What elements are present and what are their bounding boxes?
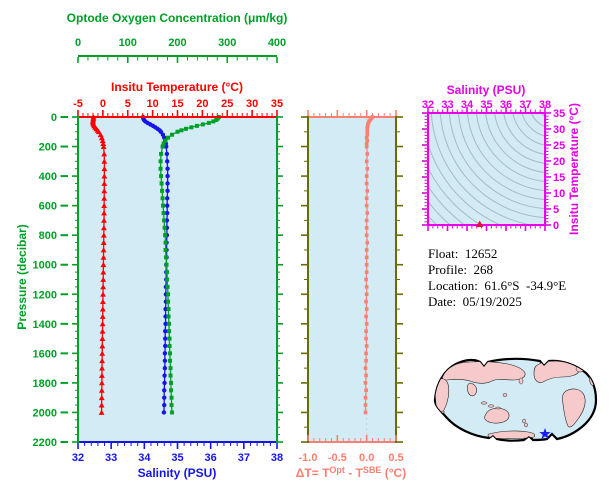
svg-text:37: 37	[238, 452, 250, 464]
salinity-axis-title: Salinity (PSU)	[138, 466, 217, 480]
svg-text:0: 0	[100, 98, 106, 110]
oxygen-profile-line	[159, 116, 220, 413]
svg-text:36: 36	[205, 452, 217, 464]
svg-text:36: 36	[500, 99, 512, 111]
svg-text:800: 800	[39, 230, 57, 242]
svg-text:33: 33	[105, 452, 117, 464]
oxygen-axis-title: Optode Oxygen Concentration (μm/kg)	[67, 11, 288, 25]
oxygen-profile	[158, 115, 221, 415]
pressure-axis-title: Pressure (decibar)	[15, 224, 29, 329]
svg-text:15: 15	[553, 172, 565, 184]
svg-text:10: 10	[553, 188, 565, 200]
delta-t-label-sup-sbe: SBE	[363, 465, 382, 475]
svg-text:2200: 2200	[33, 437, 57, 449]
ts-frame	[427, 112, 546, 226]
svg-text:0: 0	[75, 37, 81, 49]
delta-t-profile	[363, 115, 375, 415]
svg-text:0: 0	[553, 220, 559, 232]
svg-text:30: 30	[246, 98, 258, 110]
svg-text:25: 25	[221, 98, 233, 110]
svg-text:600: 600	[39, 201, 57, 213]
svg-text:38: 38	[271, 452, 283, 464]
svg-text:20: 20	[553, 156, 565, 168]
svg-text:200: 200	[39, 142, 57, 154]
float-id-line: Float: 12652	[428, 246, 498, 261]
svg-text:30: 30	[553, 124, 565, 136]
svg-text:34: 34	[138, 452, 151, 464]
svg-text:1400: 1400	[33, 319, 57, 331]
svg-text:400: 400	[39, 171, 57, 183]
location-line: Location: 61.6°S -34.9°E	[428, 278, 567, 293]
svg-text:-5: -5	[73, 98, 83, 110]
svg-text:100: 100	[119, 37, 137, 49]
float-info-block: Float: 12652 Profile: 268 Location: 61.6…	[428, 246, 566, 310]
svg-text:32: 32	[72, 452, 84, 464]
svg-text:1800: 1800	[33, 378, 57, 390]
delta-t-label-part: (°C)	[381, 466, 406, 480]
svg-text:0.5: 0.5	[388, 452, 403, 464]
ts-point-triangle	[475, 220, 484, 228]
plot-backgrounds	[78, 113, 545, 442]
ts-diagram-title: Salinity (PSU)	[447, 83, 526, 97]
svg-text:25: 25	[553, 140, 565, 152]
svg-text:-0.5: -0.5	[328, 452, 347, 464]
svg-text:15: 15	[171, 98, 183, 110]
svg-text:35: 35	[171, 452, 183, 464]
delta-t-label-sup-opt: Opt	[329, 465, 345, 475]
svg-text:32: 32	[422, 99, 434, 111]
main-plot-area	[78, 117, 277, 442]
svg-text:0.0: 0.0	[359, 452, 374, 464]
float-location-star	[539, 428, 551, 439]
delta-t-label-part: ΔT= T	[296, 466, 330, 480]
svg-text:400: 400	[268, 37, 286, 49]
svg-text:200: 200	[168, 37, 186, 49]
svg-text:33: 33	[441, 99, 453, 111]
svg-text:1200: 1200	[33, 289, 57, 301]
svg-text:1000: 1000	[33, 260, 57, 272]
svg-text:34: 34	[461, 99, 474, 111]
svg-text:10: 10	[147, 98, 159, 110]
svg-text:1600: 1600	[33, 348, 57, 360]
delta-t-label-part: - T	[345, 466, 364, 480]
svg-text:0: 0	[51, 112, 57, 124]
svg-text:37: 37	[519, 99, 531, 111]
ts-data-marker	[475, 220, 484, 228]
ts-plot-area	[428, 113, 545, 225]
svg-text:35: 35	[480, 99, 492, 111]
svg-text:2000: 2000	[33, 407, 57, 419]
delta-t-axis-title: ΔT= TOpt - TSBE (°C)	[296, 465, 406, 480]
svg-text:35: 35	[553, 108, 565, 120]
temperature-axis-title: Insitu Temperature (°C)	[111, 80, 243, 94]
delta-t-plot-area	[308, 117, 396, 442]
svg-text:5: 5	[125, 98, 131, 110]
svg-text:-1.0: -1.0	[299, 452, 318, 464]
svg-text:38: 38	[539, 99, 551, 111]
world-map	[433, 357, 598, 442]
temperature-profile	[90, 114, 108, 415]
profile-line: Profile: 268	[428, 262, 493, 277]
map-land	[435, 360, 596, 439]
svg-text:5: 5	[553, 204, 559, 216]
svg-text:300: 300	[218, 37, 236, 49]
date-line: Date: 05/19/2025	[428, 294, 522, 309]
ts-temperature-axis-title: Insitu Temperature (°C)	[567, 103, 581, 235]
svg-text:35: 35	[271, 98, 283, 110]
svg-text:20: 20	[196, 98, 208, 110]
